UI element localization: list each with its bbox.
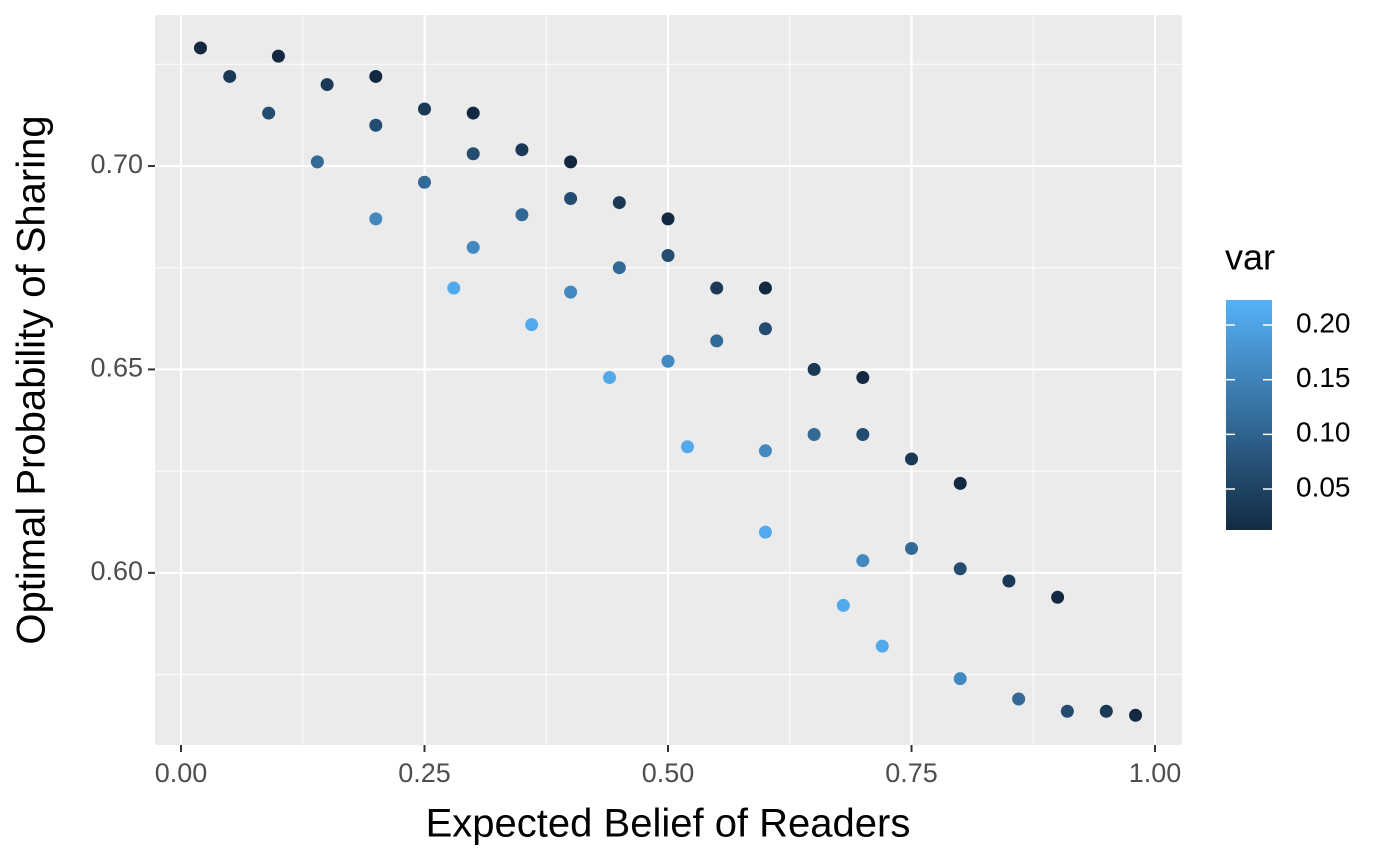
point [710,281,724,295]
point [418,175,432,189]
point [836,598,850,612]
legend-label: 0.05 [1296,471,1351,502]
point [223,69,237,83]
point [1002,574,1016,588]
point [603,371,617,385]
point [447,281,461,295]
point [310,155,324,169]
point [856,554,870,568]
point [758,322,772,336]
point [418,102,432,116]
point [515,208,529,222]
point [564,155,578,169]
y-tick-label: 0.70 [90,149,143,179]
point [369,118,383,132]
point [680,440,694,454]
point [320,78,334,92]
point [466,106,480,120]
y-axis-title: Optimal Probability of Sharing [10,115,54,644]
point [905,452,919,466]
point [1129,708,1143,722]
point [466,147,480,161]
legend-label: 0.10 [1296,417,1351,448]
x-tick-label: 1.00 [1129,758,1182,788]
point [466,240,480,254]
point [369,212,383,226]
legend-label: 0.15 [1296,362,1351,393]
point [1060,704,1074,718]
point [612,196,626,210]
point [807,362,821,376]
point [271,49,285,63]
x-tick-label: 0.25 [398,758,451,788]
point [856,428,870,442]
point [661,212,675,226]
point [905,541,919,555]
point [1099,704,1113,718]
point [525,318,539,332]
point [515,143,529,157]
point [612,261,626,275]
point [710,334,724,348]
point [953,476,967,490]
y-tick-label: 0.60 [90,556,143,586]
point [661,248,675,262]
point [369,69,383,83]
point [807,428,821,442]
point [193,41,207,55]
point [758,281,772,295]
point [661,354,675,368]
point [856,371,870,385]
x-tick-label: 0.00 [155,758,208,788]
point [758,444,772,458]
point [564,285,578,299]
y-tick-label: 0.65 [90,353,143,383]
point [564,192,578,206]
legend-title: var [1225,237,1275,278]
x-axis-title: Expected Belief of Readers [426,802,911,846]
point [953,672,967,686]
legend-label: 0.20 [1296,307,1351,338]
point [758,525,772,539]
point [875,639,889,653]
x-tick-label: 0.75 [885,758,938,788]
point [953,562,967,576]
x-tick-label: 0.50 [642,758,695,788]
point [1051,590,1065,604]
point [1012,692,1026,706]
point [262,106,276,120]
colorbar [1226,300,1272,530]
